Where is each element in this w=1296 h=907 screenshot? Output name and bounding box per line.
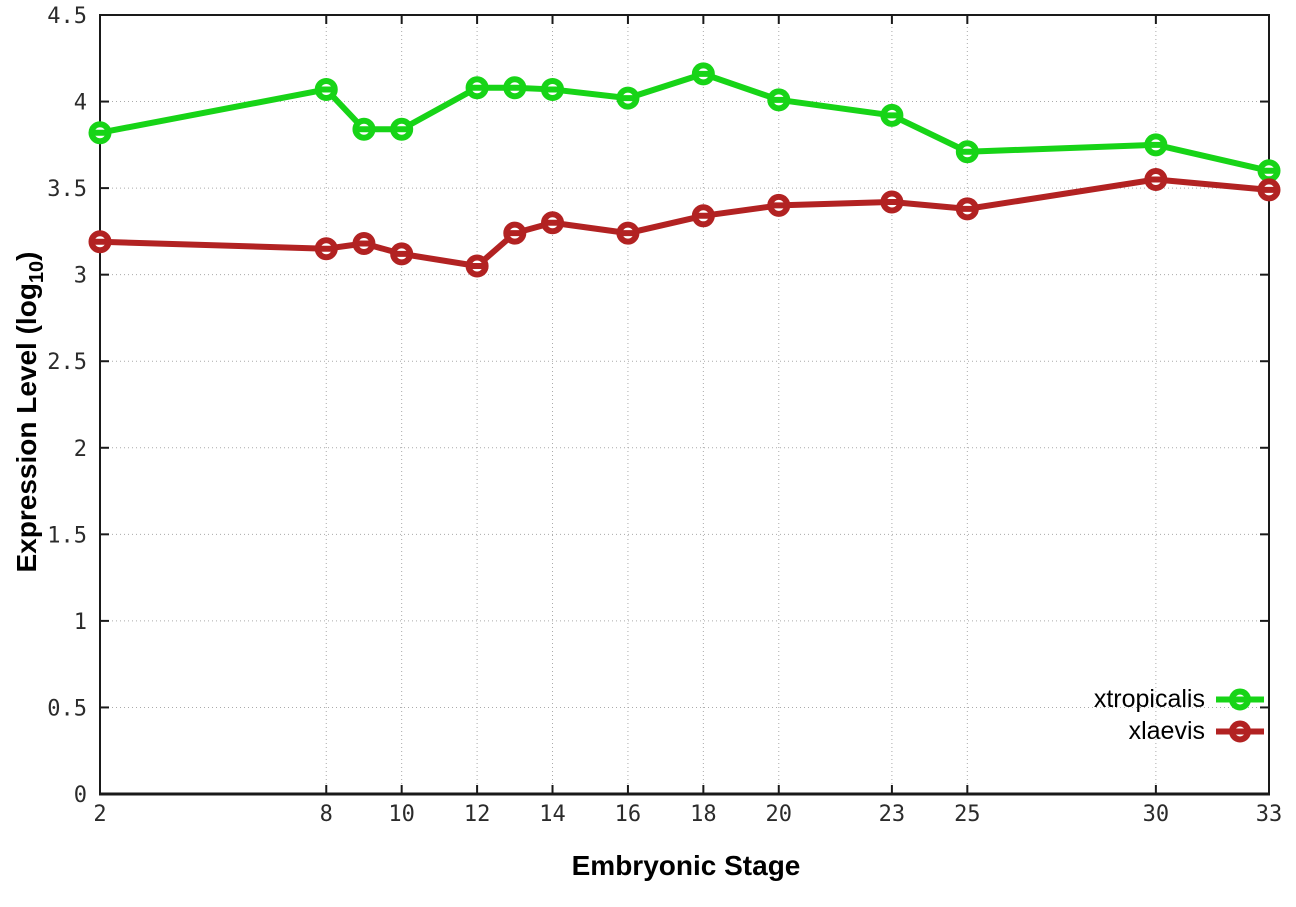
y-tick-label: 4.5 xyxy=(47,4,87,29)
gridlines xyxy=(100,15,1269,794)
data-point-marker xyxy=(88,230,112,254)
x-tick-label: 12 xyxy=(464,802,491,827)
x-tick-label: 14 xyxy=(539,802,566,827)
y-tick-label: 2.5 xyxy=(47,350,87,375)
y-axis-title-subscript: 10 xyxy=(25,260,48,284)
data-point-marker xyxy=(955,140,979,164)
y-tick-label: 1 xyxy=(74,610,87,635)
data-point-marker xyxy=(465,76,489,100)
data-point-marker xyxy=(767,193,791,217)
legend-item-xtropicalis: xtropicalis xyxy=(1094,684,1266,715)
legend-marker-xtropicalis xyxy=(1216,688,1264,711)
data-point-marker xyxy=(541,211,565,235)
data-point-marker xyxy=(352,117,376,141)
x-tick-label: 8 xyxy=(320,802,333,827)
series-xlaevis xyxy=(88,167,1281,278)
y-tick-label: 1.5 xyxy=(47,523,87,548)
x-tick-label: 20 xyxy=(766,802,793,827)
legend: xtropicalis xlaevis xyxy=(1094,684,1266,747)
x-tick-label: 18 xyxy=(690,802,717,827)
x-tick-label: 2 xyxy=(93,802,106,827)
data-point-marker xyxy=(616,86,640,110)
x-axis-title: Embryonic Stage xyxy=(571,850,801,881)
legend-marker-xlaevis xyxy=(1216,720,1264,743)
data-point-marker xyxy=(880,103,904,127)
series-xtropicalis xyxy=(88,62,1281,183)
x-tick-label: 30 xyxy=(1143,802,1170,827)
legend-label-xtropicalis: xtropicalis xyxy=(1093,685,1205,713)
y-axis-title-text: Expression Level (log xyxy=(11,283,43,573)
legend-label-xlaevis: xlaevis xyxy=(1128,717,1205,745)
legend-item-xlaevis: xlaevis xyxy=(1094,716,1266,747)
data-point-marker xyxy=(541,77,565,101)
tick-labels: 2 8 10 12 14 16 18 20 23 25 30 33 0 0.5 1 1.5 2 2.5 3 3.5 4 4… xyxy=(47,4,1282,827)
data-point-marker xyxy=(1144,167,1168,191)
x-tick-label: 23 xyxy=(879,802,906,827)
data-point-marker xyxy=(1257,178,1281,202)
x-tick-label: 25 xyxy=(954,802,981,827)
data-point-marker xyxy=(1144,133,1168,157)
data-point-marker xyxy=(465,254,489,278)
x-tick-label: 16 xyxy=(615,802,642,827)
data-point-marker xyxy=(390,242,414,266)
y-tick-label: 2 xyxy=(74,437,87,462)
data-point-marker xyxy=(691,62,715,86)
data-point-marker xyxy=(691,204,715,228)
y-tick-label: 0.5 xyxy=(47,696,87,721)
data-point-marker xyxy=(880,190,904,214)
data-point-marker xyxy=(314,77,338,101)
series-line-xlaevis xyxy=(97,176,1272,270)
data-point-marker xyxy=(352,232,376,256)
data-point-marker xyxy=(955,197,979,221)
axes xyxy=(99,14,1270,796)
x-tick-label: 33 xyxy=(1256,802,1283,827)
data-point-marker xyxy=(390,117,414,141)
data-point-marker xyxy=(767,88,791,112)
data-point-marker xyxy=(314,237,338,261)
data-point-marker xyxy=(88,121,112,145)
data-point-marker xyxy=(616,221,640,245)
x-tick-label: 10 xyxy=(388,802,415,827)
data-point-marker xyxy=(1257,159,1281,183)
y-axis-title-suffix: ) xyxy=(11,251,43,261)
y-tick-label: 0 xyxy=(74,783,87,808)
y-tick-label: 4 xyxy=(74,91,87,116)
data-point-marker xyxy=(503,221,527,245)
series-line-xtropicalis xyxy=(97,70,1272,174)
data-point-marker xyxy=(503,76,527,100)
y-tick-label: 3.5 xyxy=(47,177,87,202)
y-tick-label: 3 xyxy=(74,264,87,289)
plot-border xyxy=(99,14,1270,795)
y-axis-title: Expression Level (log10) xyxy=(11,252,49,573)
